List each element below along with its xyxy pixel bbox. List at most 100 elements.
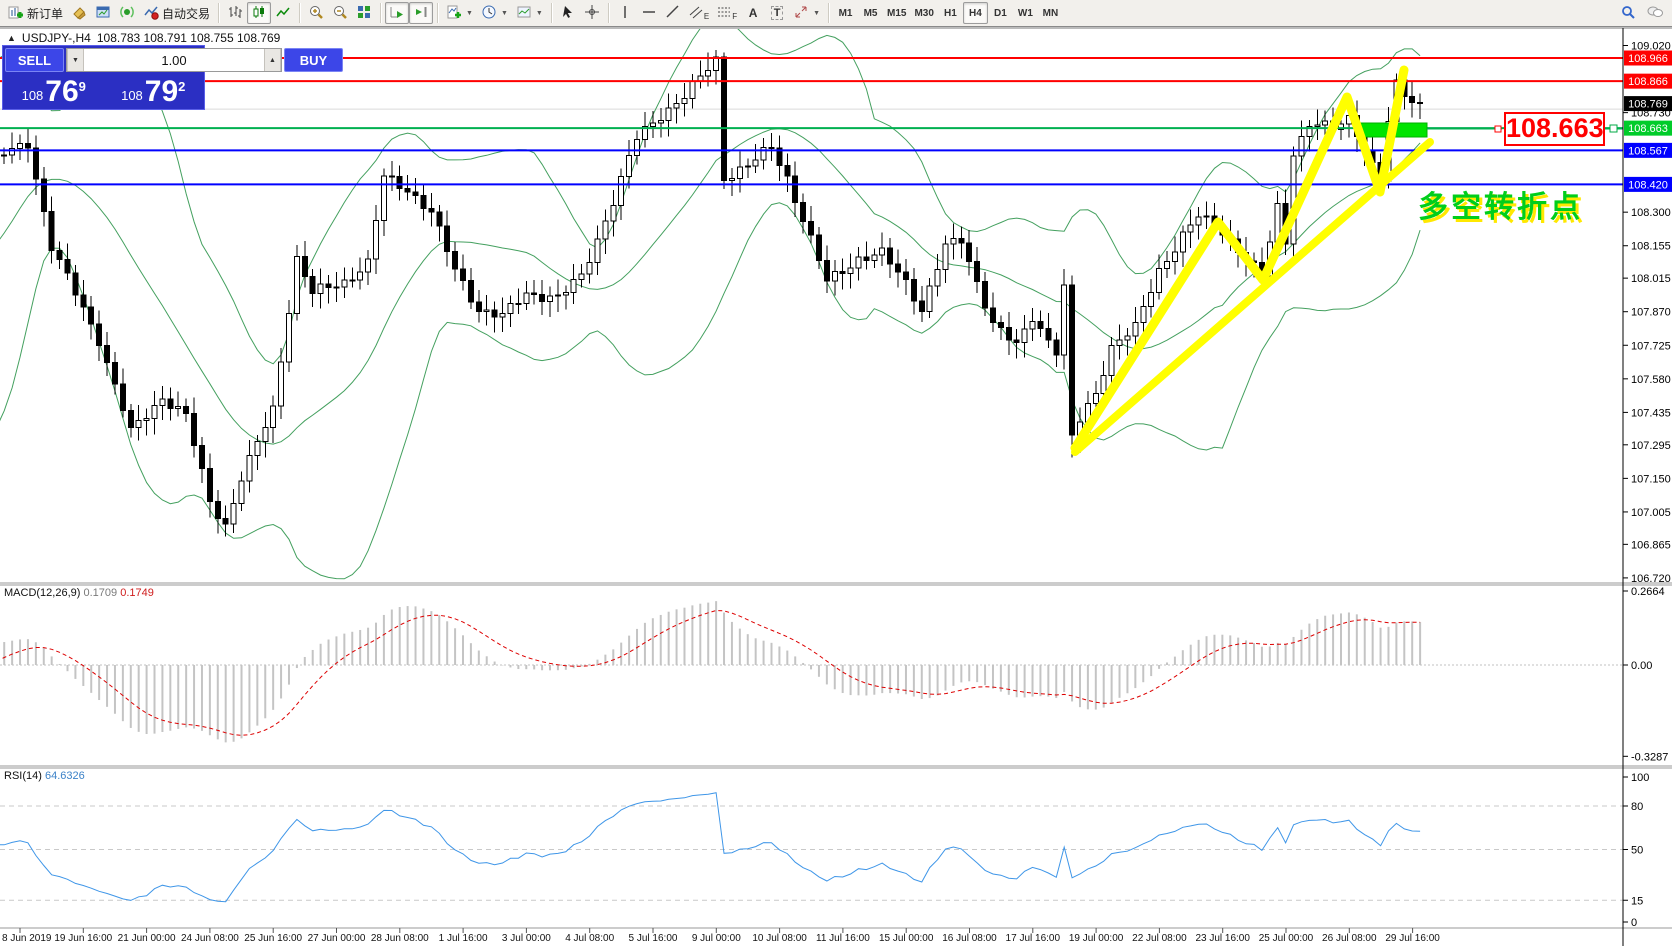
macd-signal-value: 0.1749 [120, 587, 154, 599]
volume-input[interactable] [84, 49, 264, 71]
auto-scroll-button[interactable] [385, 2, 410, 24]
signal-button[interactable] [115, 2, 139, 24]
ask-price-display[interactable]: 108 79 2 [104, 74, 202, 108]
new-order-icon [8, 4, 24, 23]
svg-text:50: 50 [1631, 845, 1643, 857]
bid-superscript: 9 [78, 79, 86, 94]
zoom-in-icon [308, 4, 324, 23]
periods-menu-button[interactable]: ▼ [477, 2, 512, 24]
timeframe-m30-button[interactable]: M30 [914, 7, 934, 19]
toolbar-separator [607, 3, 609, 23]
timeframe-mn-button[interactable]: MN [1042, 7, 1059, 19]
templates-menu-button[interactable]: ▼ [512, 2, 547, 24]
candlestick-chart-type-button[interactable] [247, 2, 272, 24]
svg-text:29 Jul 16:00: 29 Jul 16:00 [1385, 933, 1440, 944]
text-tool-label: A [748, 6, 758, 20]
svg-text:107.005: 107.005 [1631, 507, 1671, 519]
svg-text:5 Jul 16:00: 5 Jul 16:00 [629, 933, 678, 944]
svg-text:109.020: 109.020 [1631, 41, 1671, 53]
chevron-down-icon: ▼ [466, 9, 473, 17]
chat-icon [1646, 4, 1664, 23]
charts-window-button[interactable] [91, 2, 115, 24]
toolbar-separator [380, 3, 382, 23]
trendline-tool-button[interactable] [661, 2, 685, 24]
svg-text:19 Jun 16:00: 19 Jun 16:00 [54, 933, 112, 944]
chart-shift-icon [413, 4, 429, 23]
fibonacci-tool-button[interactable]: F [713, 2, 741, 24]
svg-text:100: 100 [1631, 772, 1649, 784]
price-callout-label[interactable]: 108.663 [1504, 112, 1605, 146]
svg-text:108.300: 108.300 [1631, 207, 1671, 219]
toolbar-separator [550, 3, 552, 23]
channel-tool-button[interactable]: E [685, 2, 713, 24]
svg-text:108.769: 108.769 [1628, 99, 1668, 111]
tile-windows-button[interactable] [352, 2, 376, 24]
macd-name: MACD(12,26,9) [4, 587, 81, 599]
collapse-panel-icon[interactable]: ▲ [7, 33, 16, 43]
svg-text:-0.3287: -0.3287 [1631, 751, 1668, 763]
triangle-up-icon: ▲ [269, 56, 276, 64]
indicators-menu-button[interactable]: ▼ [442, 2, 477, 24]
clock-icon [481, 4, 497, 23]
timeframe-h1-button[interactable]: H1 [944, 7, 957, 19]
line-chart-type-button[interactable] [271, 2, 295, 24]
volume-down-button[interactable]: ▼ [67, 49, 84, 71]
timeframe-d1-button[interactable]: D1 [994, 7, 1007, 19]
svg-text:27 Jun 00:00: 27 Jun 00:00 [308, 933, 366, 944]
fibonacci-sub-label: F [732, 11, 738, 21]
zoom-in-button[interactable] [304, 2, 328, 24]
timeframe-m5-button[interactable]: M5 [863, 7, 878, 19]
sell-button[interactable]: SELL [5, 48, 64, 72]
chart-shift-button[interactable] [409, 2, 434, 24]
svg-text:106.865: 106.865 [1631, 539, 1671, 551]
auto-trading-button[interactable]: 自动交易 [139, 2, 214, 24]
candlestick-chart-icon [251, 4, 267, 23]
toolbar-separator [299, 3, 301, 23]
toolbar-separator [437, 3, 439, 23]
chat-button[interactable] [1642, 2, 1668, 24]
cursor-tool-button[interactable] [556, 2, 580, 24]
one-click-trading-panel: SELL ▼ ▲ BUY 108 76 9 108 79 2 [2, 45, 343, 110]
text-label-tool-button[interactable]: T [765, 2, 789, 24]
horizontal-line-tool-button[interactable] [637, 2, 661, 24]
svg-text:108.015: 108.015 [1631, 273, 1671, 285]
vertical-line-tool-button[interactable] [613, 2, 637, 24]
volume-up-button[interactable]: ▲ [264, 49, 281, 71]
turning-point-annotation[interactable]: 多空转折点 [1418, 191, 1583, 224]
ask-big-digits: 79 [144, 75, 179, 108]
crosshair-tool-button[interactable] [580, 2, 604, 24]
ohlc-values: 108.783 108.791 108.755 108.769 [96, 31, 281, 45]
eraser-button[interactable] [67, 2, 91, 24]
zoom-out-icon [332, 4, 348, 23]
timeframe-m1-button[interactable]: M1 [838, 7, 853, 19]
template-icon [516, 4, 532, 23]
channel-icon [689, 4, 703, 23]
auto-trading-label: 自动交易 [162, 6, 211, 21]
buy-button[interactable]: BUY [284, 48, 343, 72]
chart-header: ▲ USDJPY-,H4 108.783 108.791 108.755 108… [7, 31, 280, 45]
bid-big-digits: 76 [45, 75, 79, 108]
timeframe-w1-button[interactable]: W1 [1017, 7, 1033, 19]
new-order-button[interactable]: 新订单 [4, 2, 67, 24]
timeframe-h4-button[interactable]: H4 [962, 2, 988, 24]
symbol-period-label: USDJPY-,H4 [21, 31, 91, 45]
zoom-out-button[interactable] [328, 2, 352, 24]
text-tool-button[interactable]: A [741, 2, 765, 24]
search-button[interactable] [1616, 2, 1640, 24]
crosshair-icon [584, 4, 600, 23]
svg-text:107.580: 107.580 [1631, 374, 1671, 386]
line-chart-icon [275, 4, 291, 23]
chevron-down-icon: ▼ [535, 9, 543, 17]
arrows-menu-button[interactable]: ▼ [789, 2, 824, 24]
bar-chart-type-button[interactable] [223, 2, 247, 24]
svg-text:22 Jul 08:00: 22 Jul 08:00 [1132, 933, 1187, 944]
timeframe-m15-button[interactable]: M15 [887, 7, 907, 19]
svg-text:4 Jul 08:00: 4 Jul 08:00 [565, 933, 614, 944]
bid-price-display[interactable]: 108 76 9 [5, 74, 103, 107]
toolbar-separator [828, 3, 830, 23]
svg-text:107.150: 107.150 [1631, 473, 1671, 485]
rsi-indicator-label: RSI(14) 64.6326 [4, 770, 85, 782]
svg-text:108.155: 108.155 [1631, 241, 1671, 253]
chevron-down-icon: ▼ [813, 9, 821, 17]
